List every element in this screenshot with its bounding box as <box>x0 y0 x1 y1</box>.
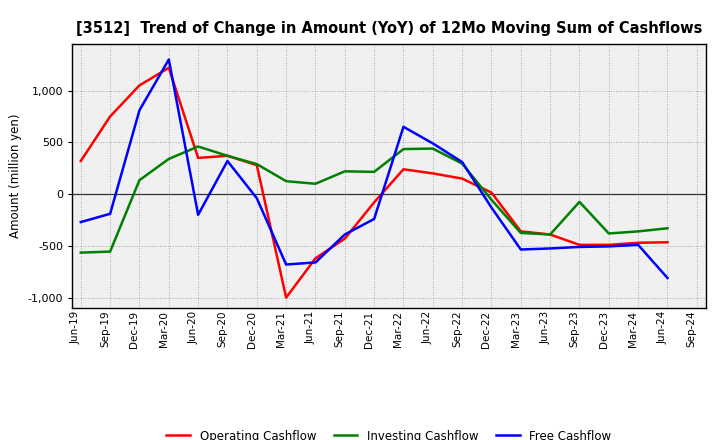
Free Cashflow <box>106 211 114 216</box>
Free Cashflow <box>194 212 202 217</box>
Investing Cashflow <box>663 226 672 231</box>
Y-axis label: Amount (million yen): Amount (million yen) <box>9 114 22 238</box>
Investing Cashflow <box>370 169 379 175</box>
Investing Cashflow <box>341 169 349 174</box>
Free Cashflow <box>370 216 379 222</box>
Investing Cashflow <box>575 199 584 205</box>
Investing Cashflow <box>223 153 232 158</box>
Free Cashflow <box>634 242 642 247</box>
Operating Cashflow <box>76 158 85 164</box>
Operating Cashflow <box>428 171 437 176</box>
Investing Cashflow <box>516 230 525 235</box>
Operating Cashflow <box>487 190 496 195</box>
Investing Cashflow <box>106 249 114 254</box>
Operating Cashflow <box>516 229 525 234</box>
Operating Cashflow <box>106 114 114 119</box>
Operating Cashflow <box>135 83 144 88</box>
Operating Cashflow <box>605 242 613 247</box>
Investing Cashflow <box>399 147 408 152</box>
Operating Cashflow <box>399 167 408 172</box>
Title: [3512]  Trend of Change in Amount (YoY) of 12Mo Moving Sum of Cashflows: [3512] Trend of Change in Amount (YoY) o… <box>76 21 702 36</box>
Free Cashflow <box>76 220 85 225</box>
Operating Cashflow <box>634 240 642 246</box>
Free Cashflow <box>399 124 408 129</box>
Operating Cashflow <box>164 65 173 70</box>
Investing Cashflow <box>487 197 496 202</box>
Investing Cashflow <box>458 161 467 166</box>
Free Cashflow <box>605 244 613 249</box>
Line: Operating Cashflow: Operating Cashflow <box>81 68 667 297</box>
Operating Cashflow <box>546 232 554 237</box>
Operating Cashflow <box>458 176 467 181</box>
Investing Cashflow <box>634 229 642 234</box>
Operating Cashflow <box>253 162 261 168</box>
Free Cashflow <box>663 275 672 281</box>
Line: Investing Cashflow: Investing Cashflow <box>81 147 667 253</box>
Investing Cashflow <box>428 146 437 151</box>
Investing Cashflow <box>76 250 85 255</box>
Free Cashflow <box>458 159 467 165</box>
Legend: Operating Cashflow, Investing Cashflow, Free Cashflow: Operating Cashflow, Investing Cashflow, … <box>162 425 616 440</box>
Investing Cashflow <box>546 232 554 237</box>
Free Cashflow <box>135 108 144 113</box>
Free Cashflow <box>516 247 525 252</box>
Free Cashflow <box>253 196 261 201</box>
Operating Cashflow <box>663 240 672 245</box>
Investing Cashflow <box>253 161 261 167</box>
Investing Cashflow <box>135 177 144 183</box>
Free Cashflow <box>487 205 496 210</box>
Operating Cashflow <box>311 256 320 261</box>
Free Cashflow <box>341 232 349 237</box>
Operating Cashflow <box>370 200 379 205</box>
Free Cashflow <box>282 262 290 267</box>
Free Cashflow <box>164 57 173 62</box>
Operating Cashflow <box>194 155 202 161</box>
Investing Cashflow <box>164 156 173 161</box>
Investing Cashflow <box>605 231 613 236</box>
Free Cashflow <box>546 246 554 251</box>
Free Cashflow <box>428 141 437 146</box>
Free Cashflow <box>311 260 320 265</box>
Investing Cashflow <box>311 181 320 187</box>
Investing Cashflow <box>282 179 290 184</box>
Operating Cashflow <box>282 295 290 300</box>
Free Cashflow <box>575 244 584 249</box>
Operating Cashflow <box>575 242 584 247</box>
Investing Cashflow <box>194 144 202 149</box>
Free Cashflow <box>223 158 232 164</box>
Line: Free Cashflow: Free Cashflow <box>81 59 667 278</box>
Operating Cashflow <box>223 153 232 158</box>
Operating Cashflow <box>341 236 349 241</box>
